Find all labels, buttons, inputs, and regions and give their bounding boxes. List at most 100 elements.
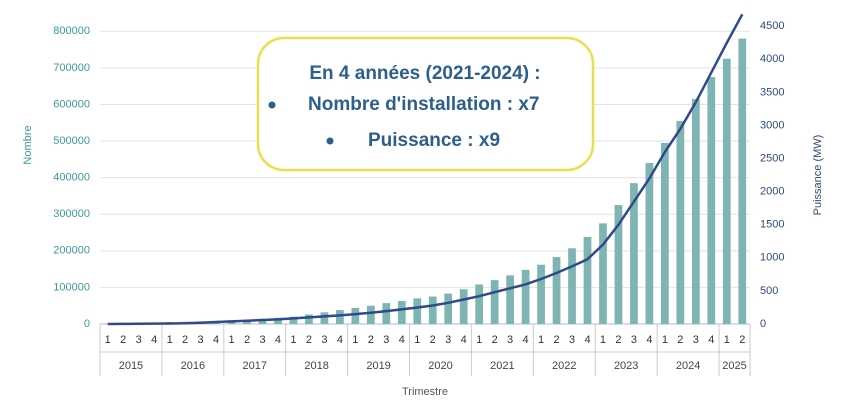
y-tick-label: 500000 [53,135,90,147]
x-tick-label: 1 [662,334,668,346]
x-tick-label: 2 [677,334,683,346]
x-tick-label: 3 [198,334,204,346]
bar [428,296,437,324]
y-tick-label: 600000 [53,98,90,110]
bar [258,318,267,324]
bar [366,305,375,324]
x-tick-label: 2 [430,334,436,346]
bar [537,264,545,324]
x-tick-label: 4 [337,334,343,346]
x-tick-label: 4 [584,334,590,346]
x-tick-label: 3 [259,334,265,346]
y2-tick-label: 4500 [760,20,784,32]
x-tick-label: 1 [724,334,730,346]
x-tick-label: 3 [383,334,389,346]
bar [305,314,313,324]
x-tick-label: 4 [708,334,714,346]
bar [552,257,561,324]
x-tick-label: 1 [290,334,296,346]
x-tick-label: 1 [352,334,358,346]
bar [506,275,514,324]
x-tick-label: 2 [120,334,126,346]
x-tick-label: 3 [693,334,699,346]
bar [568,248,576,324]
bar [707,77,716,324]
x-axis-title: Trimestre [402,386,448,398]
bar [738,38,747,325]
bar [444,293,453,324]
bar [661,142,669,324]
x-tick-label: 3 [136,334,142,346]
x-tick-label: 3 [321,334,327,346]
x-tick-label: 2 [306,334,312,346]
x-tick-label: 4 [399,334,405,346]
bar [320,312,329,324]
x-tick-label: 3 [445,334,451,346]
year-label: 2017 [243,360,267,372]
annotation-item: Puissance : x9 [368,130,500,151]
y-tick-label: 200000 [53,245,90,257]
y-tick-label: 100000 [53,281,90,293]
bar [382,303,391,324]
x-tick-label: 2 [368,334,374,346]
y-tick-label: 700000 [53,62,90,74]
annotation-item: Nombre d'installation : x7 [308,94,540,115]
x-tick-label: 2 [182,334,188,346]
x-tick-label: 4 [275,334,281,346]
bar [676,120,685,324]
bar [645,163,654,324]
y2-tick-label: 3500 [760,86,784,98]
x-tick-label: 2 [739,334,745,346]
bar [490,280,499,324]
bar [289,316,298,324]
x-tick-label: 4 [646,334,652,346]
y-tick-label: 800000 [53,25,90,37]
year-label: 2022 [552,360,576,372]
x-tick-label: 2 [615,334,621,346]
bullet [326,137,334,145]
bar [397,300,406,324]
bar [413,298,422,324]
y-tick-label: 0 [84,318,90,330]
y-axis-title: Nombre [22,125,34,164]
y2-axis-title: Puissance (MW) [812,135,824,216]
y-tick-label: 400000 [53,172,90,184]
year-label: 2024 [676,360,700,372]
year-label: 2025 [722,360,746,372]
x-tick-label: 1 [538,334,544,346]
y2-tick-label: 2500 [760,152,784,164]
y2-tick-label: 2000 [760,186,784,198]
x-tick-label: 2 [492,334,498,346]
x-tick-label: 4 [151,334,157,346]
bar [614,205,623,324]
bar [336,310,344,324]
y2-tick-label: 0 [760,318,766,330]
bar [630,183,638,324]
x-tick-label: 1 [105,334,111,346]
x-tick-label: 2 [553,334,559,346]
y2-tick-label: 1000 [760,252,784,264]
y2-tick-label: 3000 [760,119,784,131]
line [107,13,744,326]
bar [599,223,607,324]
bar [521,269,530,324]
x-tick-label: 3 [569,334,575,346]
bar [722,58,731,325]
x-tick-label: 2 [244,334,250,346]
year-label: 2018 [304,360,328,372]
x-tick-label: 1 [228,334,234,346]
x-tick-label: 3 [631,334,637,346]
bar [351,307,360,324]
year-label: 2020 [428,360,452,372]
year-label: 2015 [119,360,143,372]
x-tick-label: 3 [507,334,513,346]
y2-tick-label: 500 [760,285,778,297]
bar [475,284,484,324]
x-tick-label: 4 [523,334,529,346]
year-label: 2016 [181,360,205,372]
x-tick-label: 1 [167,334,173,346]
y2-tick-label: 1500 [760,219,784,231]
y2-tick-label: 4000 [760,53,784,65]
